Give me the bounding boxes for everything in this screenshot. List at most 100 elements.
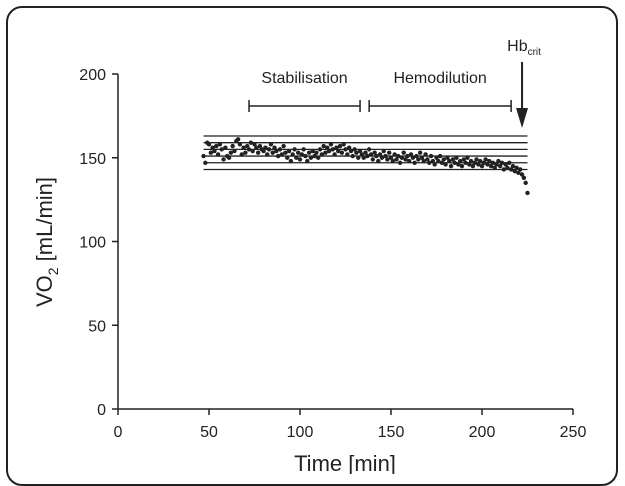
- data-point: [430, 158, 436, 164]
- data-point: [417, 150, 423, 155]
- data-point: [456, 162, 461, 167]
- data-point: [485, 162, 490, 167]
- y-tick-label: 50: [88, 318, 106, 335]
- data-point: [334, 145, 339, 150]
- data-point: [339, 150, 345, 155]
- data-point: [436, 158, 441, 164]
- y-tick-label: 200: [79, 67, 106, 84]
- y-ticks: 0 50 100 150 200: [79, 67, 118, 419]
- data-point: [448, 163, 454, 169]
- data-point: [312, 153, 317, 159]
- data-point: [206, 142, 212, 147]
- data-point: [421, 158, 426, 164]
- data-point: [470, 163, 476, 169]
- data-point: [306, 150, 312, 155]
- data-point: [252, 142, 257, 147]
- stabilisation-label: Stabilisation: [261, 70, 347, 87]
- data-point: [492, 165, 497, 170]
- data-point: [292, 147, 297, 152]
- data-point: [434, 155, 439, 160]
- data-point: [359, 152, 365, 157]
- data-point: [348, 148, 354, 154]
- data-point: [343, 147, 348, 152]
- data-point: [243, 150, 248, 155]
- data-point: [425, 157, 430, 162]
- data-point: [303, 153, 308, 159]
- data-point: [401, 150, 406, 155]
- data-point: [261, 148, 266, 154]
- data-point: [383, 153, 388, 159]
- data-point: [488, 163, 494, 169]
- data-point: [516, 170, 521, 176]
- data-point: [494, 162, 499, 167]
- data-point: [457, 158, 463, 164]
- data-point: [374, 153, 379, 159]
- data-point: [463, 160, 468, 165]
- data-point: [263, 145, 268, 150]
- data-point: [310, 148, 315, 154]
- data-point: [372, 150, 377, 155]
- x-tick-label: 200: [469, 424, 496, 441]
- data-point: [336, 148, 341, 154]
- data-point: [525, 190, 530, 196]
- data-point: [279, 152, 284, 157]
- data-point: [507, 160, 512, 165]
- data-point: [228, 150, 234, 155]
- data-point: [376, 158, 381, 164]
- data-point: [357, 148, 363, 154]
- data-point: [346, 145, 352, 150]
- data-point: [414, 153, 419, 159]
- data-point: [281, 143, 286, 149]
- data-point: [217, 142, 223, 147]
- data-point: [201, 153, 206, 159]
- data-point: [368, 152, 374, 157]
- data-point: [241, 145, 246, 150]
- data-point: [328, 142, 334, 147]
- data-point: [214, 143, 219, 149]
- data-point: [352, 147, 357, 152]
- data-point: [325, 145, 330, 150]
- data-point: [257, 143, 263, 149]
- data-point: [477, 158, 483, 164]
- data-point: [283, 150, 288, 155]
- x-tick-label: 50: [200, 424, 218, 441]
- data-point: [299, 152, 305, 157]
- data-point: [232, 148, 237, 154]
- data-point: [272, 145, 277, 150]
- y-tick-label: 150: [79, 151, 106, 168]
- data-point: [266, 147, 272, 152]
- data-point: [423, 152, 428, 157]
- data-point: [441, 157, 446, 162]
- data-point: [459, 163, 465, 169]
- data-point: [245, 143, 250, 149]
- data-point: [326, 148, 332, 154]
- data-point: [203, 160, 208, 165]
- data-point: [394, 157, 399, 162]
- data-point: [219, 147, 224, 152]
- data-point: [454, 155, 459, 160]
- data-point: [330, 147, 335, 152]
- data-point: [445, 155, 450, 160]
- data-point: [503, 162, 508, 167]
- data-point: [388, 155, 394, 160]
- data-point: [230, 143, 235, 149]
- data-point: [439, 160, 445, 165]
- data-point: [237, 142, 243, 147]
- data-point: [377, 152, 383, 157]
- data-point: [450, 157, 456, 162]
- data-point: [286, 148, 292, 154]
- data-point: [432, 162, 437, 167]
- data-point: [350, 153, 355, 159]
- data-point: [521, 175, 527, 181]
- x-axis-label: Time [min]: [294, 451, 396, 474]
- data-point: [419, 155, 425, 160]
- data-point: [323, 150, 328, 155]
- data-point: [212, 148, 217, 154]
- data-point: [505, 165, 510, 170]
- data-point: [481, 160, 487, 165]
- data-point: [499, 160, 505, 165]
- data-point: [392, 152, 397, 157]
- data-point: [467, 162, 472, 167]
- data-point: [410, 155, 416, 160]
